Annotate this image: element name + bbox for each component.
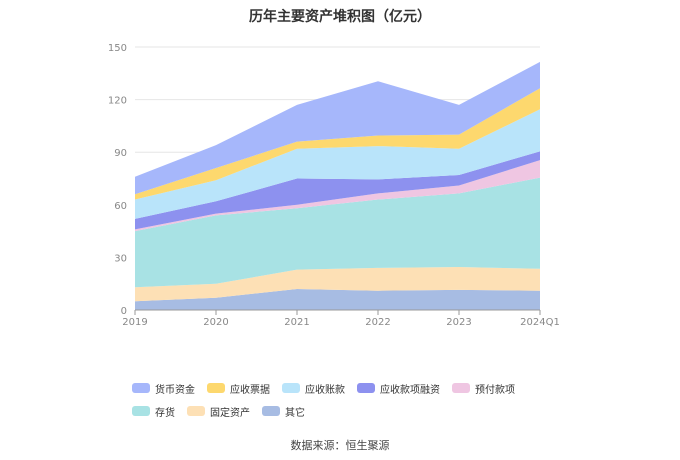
legend-swatch [132,406,150,416]
legend-label: 预付款项 [475,384,515,396]
stacked-area-chart: 0 30 60 90 120 150 2019 2020 2021 2022 2023 2024Q1 [108,43,560,328]
area-series-3 [135,160,540,232]
y-tick-label: 90 [114,148,127,159]
legend-item[interactable]: 存货 [132,404,175,419]
area-series-2 [135,177,540,288]
legend-label: 应收款项融资 [380,384,440,396]
chart-legend: 货币资金 应收票据 应收账款 应收款项融资 预付款项存货 固定资产 其它 [132,378,572,424]
data-source-note: 数据来源：恒生聚源 [290,439,390,452]
chart-title: 历年主要资产堆积图（亿元） [249,9,431,25]
legend-swatch [357,383,375,393]
axes: 0 30 60 90 120 150 2019 2020 2021 2022 2023 2024Q1 [108,43,560,328]
legend-swatch [187,406,205,416]
y-tick-label: 120 [108,96,127,107]
area-series-group [135,61,540,310]
legend-label: 应收票据 [230,384,270,396]
legend-item[interactable]: 预付款项 [452,381,515,396]
area-series-7 [135,61,540,195]
y-tick-label: 150 [108,43,127,54]
area-series-0 [135,288,540,310]
legend-item[interactable]: 固定资产 [187,404,250,419]
y-tick-label: 30 [114,253,127,264]
x-tick-label: 2021 [284,317,309,328]
legend-swatch [207,383,225,393]
legend-label: 固定资产 [210,407,250,419]
x-tick-label: 2024Q1 [520,317,560,328]
legend-item[interactable]: 应收账款 [282,381,345,396]
x-tick-label: 2019 [122,317,147,328]
x-tick-label: 2023 [446,317,471,328]
legend-label: 存货 [155,407,175,419]
legend-item[interactable]: 货币资金 [132,381,195,396]
y-tick-label: 60 [114,201,127,212]
legend-swatch [452,383,470,393]
x-tick-label: 2022 [365,317,390,328]
legend-swatch [262,406,280,416]
area-series-6 [135,88,540,200]
x-tick-label: 2020 [203,317,228,328]
legend-item[interactable]: 其它 [262,404,305,419]
legend-label: 应收账款 [305,384,345,396]
area-series-5 [135,109,540,219]
legend-swatch [132,383,150,393]
legend-label: 货币资金 [155,384,195,396]
legend-item[interactable]: 应收票据 [207,381,270,396]
y-tick-label: 0 [121,306,127,317]
legend-label: 其它 [285,407,305,419]
legend-swatch [282,383,300,393]
area-series-1 [135,267,540,302]
legend-item[interactable]: 应收款项融资 [357,381,440,396]
area-series-4 [135,151,540,230]
